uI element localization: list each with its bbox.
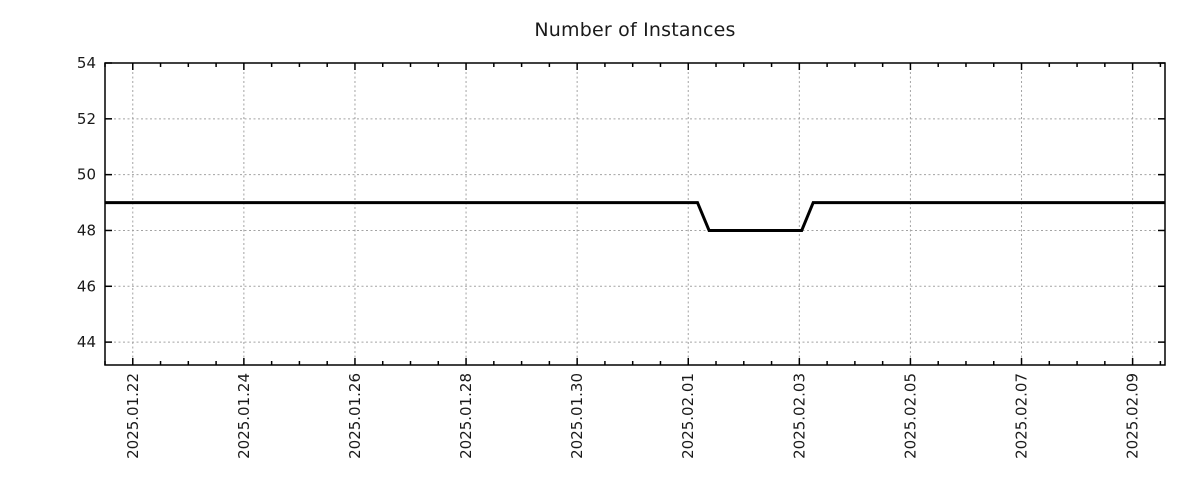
x-axis-tick-label: 2025.01.26 xyxy=(346,373,364,459)
x-axis-tick-label: 2025.01.22 xyxy=(124,373,142,459)
x-axis-tick-label: 2025.02.07 xyxy=(1013,373,1031,459)
plot-border xyxy=(104,62,1166,366)
x-axis-tick-label: 2025.02.03 xyxy=(790,373,808,459)
y-axis-tick-label: 52 xyxy=(77,110,96,128)
chart-title: Number of Instances xyxy=(534,19,736,41)
y-axis-tick-label: 50 xyxy=(77,166,96,184)
x-axis-tick-label: 2025.02.05 xyxy=(901,373,919,459)
x-axis-tick-label: 2025.02.09 xyxy=(1124,373,1142,459)
x-axis-tick-label: 2025.01.24 xyxy=(235,373,253,459)
x-axis-tick-label: 2025.01.30 xyxy=(568,373,586,459)
y-axis-tick-label: 44 xyxy=(77,333,96,351)
x-axis-tick-label: 2025.01.28 xyxy=(457,373,475,459)
x-axis-tick-label: 2025.02.01 xyxy=(679,373,697,459)
data-line xyxy=(105,201,1165,232)
y-axis-tick-label: 54 xyxy=(77,54,96,72)
y-axis-tick-label: 48 xyxy=(77,221,96,239)
y-axis-tick-label: 46 xyxy=(77,277,96,295)
